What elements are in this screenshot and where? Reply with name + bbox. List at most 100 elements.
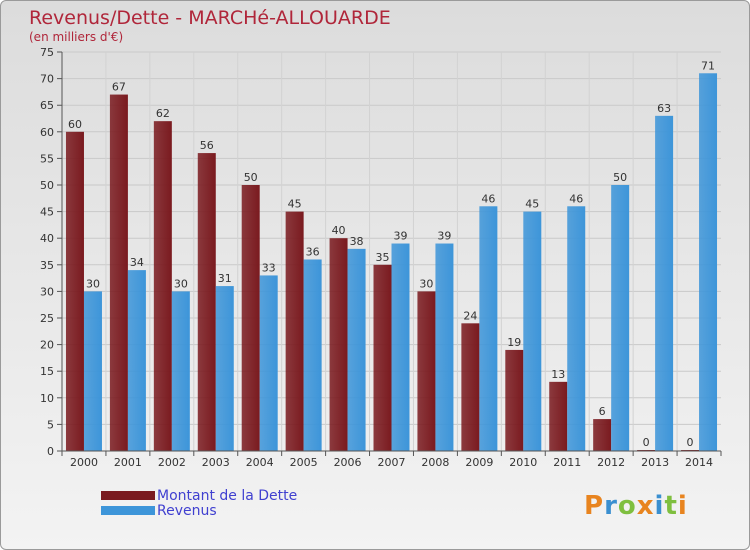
bar-debt-2010 (505, 349, 524, 451)
y-tick-label: 15 (40, 365, 54, 378)
data-label: 33 (262, 261, 276, 274)
y-tick-label: 65 (40, 99, 54, 112)
x-tick-label: 2004 (246, 456, 274, 469)
bars: 6030673462305631503345364038353930392446… (65, 59, 718, 452)
bar-debt-2004 (241, 185, 260, 451)
bar-debt-2008 (417, 291, 436, 451)
bar-revenue-2005 (303, 259, 322, 451)
y-tick-label: 35 (40, 259, 54, 272)
data-label: 60 (68, 118, 82, 131)
y-tick-label: 5 (47, 418, 54, 431)
bar-debt-2006 (329, 238, 348, 451)
chart-title: Revenus/Dette - MARCHé-ALLOUARDE (29, 7, 391, 29)
data-label: 34 (130, 256, 144, 269)
x-axis: 2000 2001 2002 2003 2004 2005 2006 2007 2008 2009… (61, 450, 722, 469)
bar-debt-2000 (65, 131, 84, 452)
data-label: 0 (643, 436, 650, 449)
data-label: 71 (701, 59, 715, 72)
data-label: 50 (613, 171, 627, 184)
data-label: 19 (507, 336, 521, 349)
data-label: 6 (599, 405, 606, 418)
bar-revenue-2003 (215, 286, 234, 451)
proxiti-logo: Proxiti (584, 491, 688, 521)
data-label: 36 (306, 245, 320, 258)
bar-revenue-2012 (611, 185, 630, 451)
data-label: 39 (394, 230, 408, 243)
data-label: 35 (376, 251, 390, 264)
logo-letter: P (584, 491, 605, 521)
y-tick-label: 75 (40, 46, 54, 59)
chart-subtitle: (en milliers d'€) (29, 30, 124, 44)
bar-debt-2012 (593, 419, 612, 451)
bar-debt-2003 (197, 153, 216, 451)
data-label: 13 (551, 368, 565, 381)
logo-letter: t (664, 491, 678, 521)
logo-letter: i (677, 491, 688, 521)
y-tick-label: 0 (47, 445, 54, 458)
data-label: 46 (569, 192, 583, 205)
data-label: 0 (687, 436, 694, 449)
data-label: 38 (350, 235, 364, 248)
x-tick-label: 2007 (378, 456, 406, 469)
bar-debt-2011 (549, 381, 568, 451)
x-tick-label: 2005 (290, 456, 318, 469)
data-label: 56 (200, 139, 214, 152)
y-tick-label: 10 (40, 392, 54, 405)
x-tick-label: 2010 (509, 456, 537, 469)
bar-revenue-2006 (347, 248, 366, 451)
x-tick-label: 2001 (114, 456, 142, 469)
bar-revenue-2000 (83, 291, 102, 451)
bar-debt-2002 (153, 121, 172, 451)
bar-revenue-2007 (391, 243, 410, 451)
logo-letter: i (654, 491, 665, 521)
bar-revenue-2001 (127, 270, 146, 451)
data-label: 67 (112, 81, 126, 94)
legend-swatch-debt (101, 491, 155, 500)
bar-revenue-2009 (479, 206, 498, 451)
data-label: 24 (463, 309, 477, 322)
legend-label-debt: Montant de la Dette (157, 488, 298, 504)
logo-letter: r (604, 491, 618, 521)
bar-revenue-2004 (259, 275, 278, 451)
data-label: 31 (218, 272, 232, 285)
legend-label-revenue: Revenus (157, 503, 217, 519)
data-label: 40 (332, 224, 346, 237)
bar-debt-2009 (461, 323, 480, 451)
y-tick-label: 30 (40, 285, 54, 298)
logo-letter: x (636, 491, 655, 521)
y-tick-label: 50 (40, 179, 54, 192)
y-tick-label: 40 (40, 232, 54, 245)
bar-revenue-2010 (523, 211, 542, 451)
data-label: 50 (244, 171, 258, 184)
bar-revenue-2011 (567, 206, 586, 451)
data-label: 30 (174, 277, 188, 290)
bar-revenue-2014 (699, 73, 718, 451)
x-tick-label: 2011 (553, 456, 581, 469)
bar-debt-2007 (373, 264, 392, 451)
data-label: 45 (288, 198, 302, 211)
y-tick-label: 55 (40, 152, 54, 165)
bar-debt-2001 (109, 94, 128, 451)
data-label: 45 (525, 198, 539, 211)
x-tick-label: 2000 (70, 456, 98, 469)
bar-revenue-2008 (435, 243, 454, 451)
y-tick-label: 25 (40, 312, 54, 325)
data-label: 46 (481, 192, 495, 205)
x-tick-label: 2002 (158, 456, 186, 469)
x-tick-label: 2006 (334, 456, 362, 469)
y-tick-label: 45 (40, 206, 54, 219)
data-label: 62 (156, 107, 170, 120)
x-tick-label: 2013 (641, 456, 669, 469)
bar-revenue-2002 (171, 291, 190, 451)
bar-revenue-2013 (655, 115, 674, 451)
x-tick-label: 2009 (465, 456, 493, 469)
data-label: 30 (86, 277, 100, 290)
logo-letter: o (617, 491, 637, 521)
legend-swatch-revenue (101, 506, 155, 515)
x-tick-label: 2012 (597, 456, 625, 469)
x-tick-label: 2003 (202, 456, 230, 469)
y-tick-label: 60 (40, 126, 54, 139)
x-tick-label: 2008 (421, 456, 449, 469)
data-label: 63 (657, 102, 671, 115)
